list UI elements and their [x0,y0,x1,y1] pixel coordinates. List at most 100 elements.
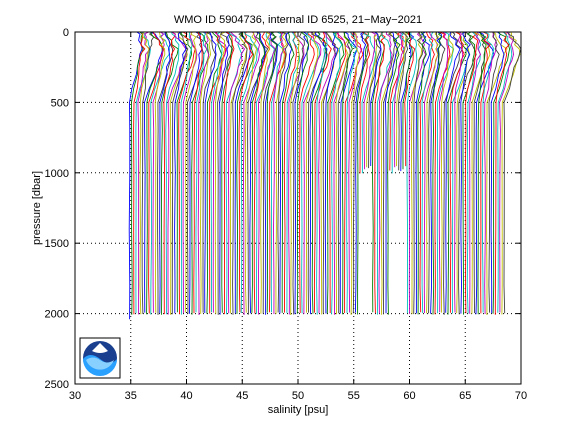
salinity-profile-line [436,31,455,314]
salinity-profile-line [501,31,521,315]
salinity-profile-line [370,31,382,167]
salinity-profile-line [257,31,276,315]
salinity-profile-line [303,31,322,315]
salinity-profile-line [197,31,210,316]
salinity-profile-line [305,31,319,313]
salinity-profile-line [480,31,492,314]
salinity-profile-line [396,31,407,167]
salinity-profile-line [221,31,233,313]
salinity-profile-line [486,31,508,316]
salinity-profile-line [171,31,189,315]
x-tick-label: 40 [180,390,192,402]
salinity-profile-line [290,31,300,316]
salinity-profile-line [359,31,371,174]
salinity-profile-line [329,31,347,314]
salinity-profile-line [430,31,443,314]
salinity-profile-line [195,31,208,313]
salinity-profile-line [238,31,254,313]
salinity-profile-line [346,32,358,314]
y-tick-label: 1000 [45,168,69,180]
salinity-profile-line [169,31,188,315]
x-tick-label: 50 [292,390,304,402]
y-tick-label: 2000 [45,309,69,321]
salinity-profile-line [281,31,295,313]
salinity-profile-line [193,31,203,314]
salinity-profile-line [260,31,271,314]
x-tick-label: 45 [236,390,248,402]
x-tick-label: 35 [125,390,137,402]
salinity-profile-line [413,31,424,315]
salinity-profile-line [361,31,377,174]
salinity-profile-line [279,31,293,314]
salinity-profile-line [139,31,150,315]
salinity-profile-line [212,31,228,313]
salinity-profile-line [131,31,144,315]
salinity-profile-line [251,31,265,313]
salinity-profile-line [350,31,360,315]
salinity-profile-line [199,31,212,314]
salinity-profile-line [389,31,405,171]
salinity-profile-line [146,32,164,315]
salinity-profile-line [378,31,393,314]
salinity-profile-line [182,31,198,314]
salinity-profile-line [354,31,367,313]
salinity-profile-line [219,31,230,315]
y-tick-label: 2500 [45,379,69,391]
salinity-profile-line [382,31,396,315]
salinity-profile-line [161,31,179,315]
salinity-profile-line [165,31,180,315]
salinity-profile-line [176,31,192,313]
noaa-logo [79,337,121,379]
salinity-profile-line [159,31,171,314]
salinity-profile-line [341,31,353,315]
salinity-profile-line [408,31,427,314]
salinity-profile-line [499,31,514,313]
y-tick-label: 1500 [45,238,69,250]
x-axis-label: salinity [psu] [268,404,329,416]
salinity-profile-line [393,31,406,168]
salinity-profile-line [318,31,336,314]
x-tick-label: 65 [459,390,471,402]
salinity-profile-line [208,31,227,314]
salinity-profile-line [292,31,305,315]
salinity-profile-line [204,31,217,314]
salinity-profile-line [184,31,197,313]
salinity-profile-line [406,31,418,314]
salinity-profile-line [313,31,332,313]
salinity-profile-line [488,31,500,313]
salinity-profile-line [324,31,339,314]
salinity-profile-line [481,31,495,313]
salinity-profile-line [242,31,260,315]
salinity-profile-line [245,32,258,313]
salinity-profile-line [443,31,463,315]
axis-ticks: 30 35 40 45 50 55 60 65 70 0 500 1000 1500 2000 2500 [45,27,528,402]
salinity-profile-line [320,31,340,315]
salinity-profile-line [400,31,415,172]
y-axis-label: pressure [dbar] [31,171,43,245]
y-tick-label: 0 [63,27,69,39]
salinity-profile-line [458,31,477,315]
x-tick-label: 55 [348,390,360,402]
salinity-profile-line [255,31,275,314]
salinity-profile-line [152,31,165,313]
salinity-profile-line [423,31,439,314]
salinity-profile-line [426,31,440,314]
salinity-profile-line [154,31,166,313]
salinity-profile-line [229,31,248,314]
salinity-profile-line [268,31,287,313]
salinity-profile-line [180,31,193,315]
salinity-profile-line [335,31,349,315]
salinity-profile-line [223,31,235,315]
salinity-profile-line [432,31,443,315]
salinity-profile-line [275,31,288,315]
salinity-profile-line [490,31,505,314]
salinity-profile-line [273,31,285,315]
salinity-profile-line [402,31,413,170]
salinity-profile-line [460,31,471,314]
profile-lines [128,31,522,320]
salinity-profile-line [475,31,495,315]
salinity-profile-line [454,31,464,313]
salinity-profile-line [398,31,409,171]
salinity-profile-line [445,31,461,313]
